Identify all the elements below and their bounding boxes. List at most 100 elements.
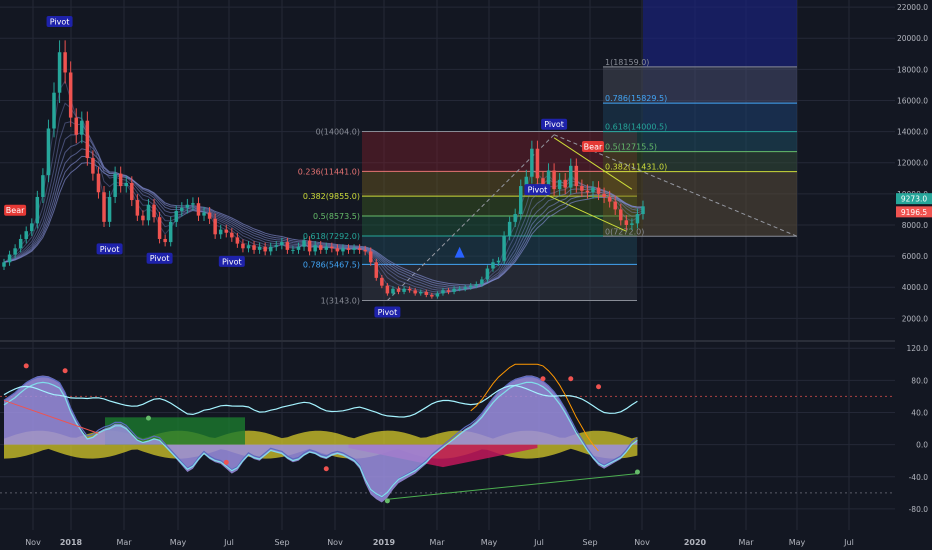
bear-label-box bbox=[581, 140, 604, 152]
candle-body bbox=[41, 175, 45, 197]
candle-body bbox=[330, 246, 334, 249]
candle-body bbox=[357, 248, 362, 250]
candle-body bbox=[341, 248, 345, 252]
candle-body bbox=[352, 248, 356, 250]
osc-buy-dot bbox=[145, 415, 151, 421]
candle-body bbox=[30, 223, 34, 232]
candle-body bbox=[202, 212, 206, 216]
candle-body bbox=[196, 203, 201, 216]
pivot-label-box bbox=[374, 306, 401, 318]
osc-sell-dot bbox=[323, 466, 329, 472]
pivot-label: Pivot bbox=[150, 254, 170, 263]
candle-body bbox=[580, 186, 584, 191]
fib-ext-label: 1(18159.0) bbox=[605, 58, 649, 67]
candle-body bbox=[424, 291, 429, 295]
time-tick-label: 2018 bbox=[60, 538, 83, 547]
candle-body bbox=[74, 117, 78, 135]
pivot-label-box bbox=[96, 243, 123, 255]
candle-body bbox=[163, 238, 167, 243]
candle-body bbox=[57, 52, 62, 93]
candle-body bbox=[513, 214, 517, 222]
candle-body bbox=[130, 182, 134, 201]
price-tick-label: 22000.0 bbox=[897, 3, 928, 12]
candle-body bbox=[468, 285, 473, 288]
ema-line bbox=[3, 102, 644, 294]
price-tick-label: 8000.0 bbox=[902, 221, 928, 230]
time-tick-label: Jul bbox=[223, 538, 234, 547]
time-tick-label: May bbox=[170, 538, 187, 547]
price-tick-label: 16000.0 bbox=[897, 96, 928, 105]
bear-label: Bear bbox=[584, 142, 603, 151]
projection-zone bbox=[643, 0, 797, 237]
candle-body bbox=[374, 262, 379, 278]
fib-zone bbox=[362, 235, 637, 265]
candle-body bbox=[102, 192, 106, 222]
candle-body bbox=[68, 72, 73, 118]
candle-body bbox=[524, 176, 529, 187]
candle-body bbox=[502, 235, 506, 261]
candle-body bbox=[607, 196, 612, 202]
osc-buy-dot bbox=[634, 469, 640, 475]
osc-buy-dot bbox=[384, 498, 390, 504]
candle-body bbox=[124, 182, 128, 187]
time-tick-label: Jul bbox=[843, 538, 854, 547]
time-tick-label: 2020 bbox=[684, 538, 707, 547]
candle-body bbox=[313, 245, 317, 252]
candle-body bbox=[91, 158, 95, 174]
wedge-line bbox=[553, 137, 633, 190]
price-axis: 2000.04000.06000.08000.010000.012000.014… bbox=[895, 0, 932, 550]
candle-body bbox=[380, 277, 384, 286]
candle-body bbox=[563, 179, 567, 188]
candle-body bbox=[602, 193, 606, 197]
fib-level-label: 0.618(7292.0) bbox=[303, 232, 360, 241]
candle-body bbox=[18, 238, 23, 249]
candle-body bbox=[280, 242, 284, 246]
candle-body bbox=[391, 288, 395, 294]
candle-body bbox=[268, 246, 273, 252]
candle-body bbox=[157, 217, 162, 239]
candle-body bbox=[296, 246, 301, 250]
candle-body bbox=[141, 215, 145, 221]
ema-line bbox=[3, 162, 644, 286]
time-tick-label: Sep bbox=[582, 538, 597, 547]
time-tick-label: Mar bbox=[116, 538, 132, 547]
time-tick-label: Mar bbox=[738, 538, 754, 547]
time-tick-label: May bbox=[481, 538, 498, 547]
candle-body bbox=[546, 170, 551, 185]
price-tick-label: 4000.0 bbox=[902, 283, 928, 292]
candle-body bbox=[574, 165, 579, 187]
candle-body bbox=[474, 284, 479, 286]
pivot-label-box bbox=[524, 184, 551, 196]
time-tick-label: Sep bbox=[274, 538, 289, 547]
fib-ext-zone bbox=[603, 66, 797, 104]
candle-body bbox=[174, 210, 179, 222]
pivot-label-box bbox=[146, 252, 173, 264]
candle-body bbox=[152, 204, 156, 218]
candle-body bbox=[113, 173, 117, 197]
candle-body bbox=[630, 223, 634, 225]
candle-body bbox=[46, 128, 51, 176]
price-tick-label: 12000.0 bbox=[897, 159, 928, 168]
fib-level-label: 1(3143.0) bbox=[321, 297, 360, 306]
candle-body bbox=[241, 243, 245, 249]
candle-body bbox=[413, 290, 417, 294]
buy-triangle-marker bbox=[454, 246, 465, 258]
divergence-line bbox=[387, 473, 638, 500]
candle-body bbox=[168, 221, 173, 243]
candle-body bbox=[491, 262, 495, 269]
fib-level-label: 0.786(5467.5) bbox=[303, 260, 360, 269]
candle-body bbox=[302, 240, 306, 247]
osc-sell-dot bbox=[223, 459, 229, 465]
candle-body bbox=[535, 148, 540, 179]
osc-wave-line bbox=[3, 381, 638, 498]
candle-body bbox=[207, 212, 212, 219]
ema-line bbox=[3, 148, 644, 289]
candle-body bbox=[213, 218, 217, 235]
candle-body bbox=[291, 249, 295, 251]
osc-tick-label: 0.0 bbox=[916, 441, 928, 450]
candle-body bbox=[519, 186, 523, 215]
price-tick-label: 2000.0 bbox=[902, 314, 928, 323]
candle-body bbox=[180, 207, 184, 211]
candle-body bbox=[346, 248, 351, 250]
